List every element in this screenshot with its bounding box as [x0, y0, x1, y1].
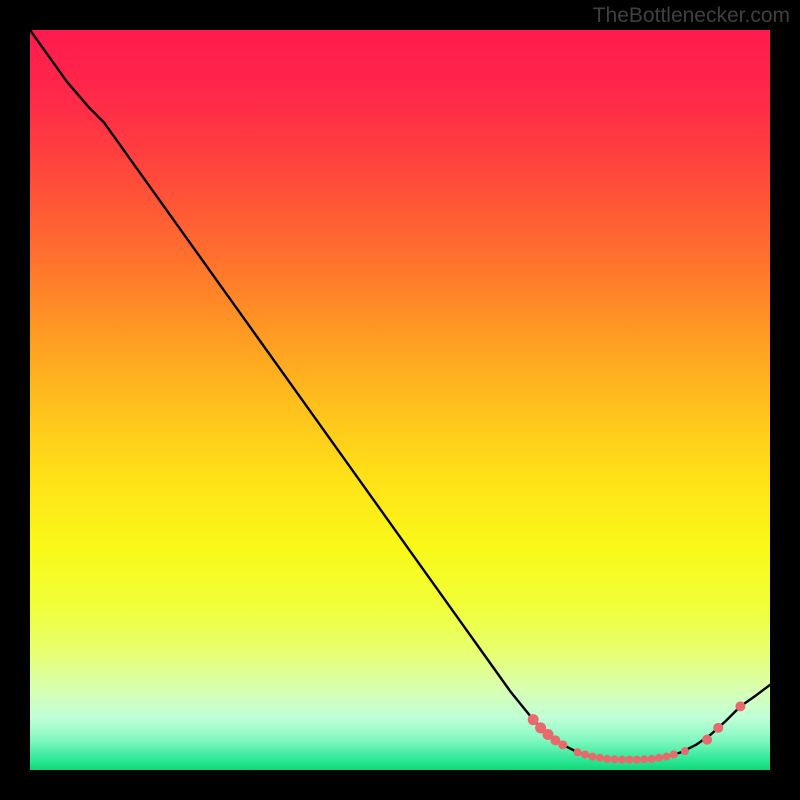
data-marker: [558, 740, 567, 749]
data-marker: [655, 754, 663, 762]
data-marker: [640, 755, 648, 763]
data-marker: [603, 755, 611, 763]
data-marker: [625, 756, 633, 764]
chart-background: [30, 30, 770, 770]
data-marker: [581, 750, 589, 758]
data-marker: [648, 755, 656, 763]
data-marker: [588, 753, 596, 761]
data-marker: [596, 754, 604, 762]
data-marker: [735, 701, 745, 711]
chart-plot-area: [30, 30, 770, 770]
bottleneck-curve-chart: [30, 30, 770, 770]
data-marker: [681, 747, 689, 755]
data-marker: [670, 750, 678, 758]
data-marker: [662, 753, 670, 761]
watermark-text: TheBottlenecker.com: [593, 4, 790, 28]
data-marker: [574, 748, 582, 756]
data-marker: [713, 723, 723, 733]
data-marker: [611, 755, 619, 763]
data-marker: [702, 735, 712, 745]
data-marker: [633, 756, 641, 764]
data-marker: [618, 756, 626, 764]
data-marker: [528, 714, 539, 725]
